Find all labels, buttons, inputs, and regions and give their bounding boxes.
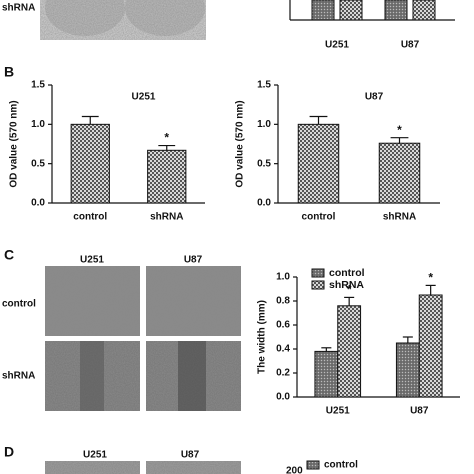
column-label: U251: [83, 450, 107, 461]
x-tick-label: U87: [410, 406, 429, 417]
error-bar: [81, 115, 99, 125]
y-tick-label: 0.0: [257, 198, 271, 209]
error-bar: [402, 336, 413, 343]
column-label: U87: [181, 450, 200, 461]
y-tick-label: 1.5: [257, 80, 271, 91]
x-tick-label: control: [73, 212, 107, 223]
y-tick-label: 0.5: [31, 158, 45, 169]
panel-label: D: [4, 444, 14, 460]
significance-mark: *: [397, 123, 402, 137]
y-tick-label: 1.0: [276, 272, 290, 283]
error-bar: [425, 284, 436, 295]
bar-stub: [339, 0, 363, 21]
panel-label: B: [4, 64, 14, 80]
panel-label: C: [4, 247, 14, 263]
legend-swatch: [306, 460, 320, 470]
bar: [337, 305, 362, 398]
category-label: U87: [401, 40, 420, 51]
y-tick-label: 0.0: [276, 392, 290, 403]
legend-swatch: [311, 268, 325, 278]
y-axis-label: OD value (570 nm): [235, 100, 246, 187]
y-tick-label: 0.2: [276, 368, 290, 379]
x-tick-label: control: [302, 212, 336, 223]
micrographs: [45, 266, 241, 411]
y-axis-label: OD value (570 nm): [9, 100, 20, 187]
column-label: U251: [80, 255, 104, 266]
y-tick-label: 1.5: [31, 80, 45, 91]
legend-label: shRNA: [329, 279, 364, 291]
bar-stub: [384, 0, 408, 21]
bar: [70, 123, 110, 204]
y-axis-label: The width (mm): [257, 300, 268, 374]
legend-label: control: [324, 460, 358, 471]
bar-stub: [311, 0, 335, 21]
bar: [297, 123, 340, 204]
bar: [418, 294, 443, 398]
category-label: U251: [325, 40, 349, 51]
y-tick-label: 0.8: [276, 296, 290, 307]
y-tick-label: 0.4: [276, 344, 290, 355]
error-bar: [309, 115, 328, 125]
bar: [147, 149, 187, 204]
chart-title: U87: [365, 92, 384, 103]
y-tick-label: 200: [286, 466, 303, 474]
row-label: shRNA: [2, 371, 35, 382]
y-tick-label: 1.0: [257, 119, 271, 130]
error-bar: [344, 296, 355, 306]
significance-mark: *: [347, 283, 352, 297]
significance-mark: *: [164, 131, 169, 145]
x-tick-label: U251: [326, 406, 350, 417]
row-label: control: [2, 299, 36, 310]
y-tick-label: 1.0: [31, 119, 45, 130]
bar: [314, 350, 339, 398]
error-bar: [321, 347, 332, 352]
column-label: U87: [184, 255, 203, 266]
bar: [395, 342, 420, 398]
chart-title: U251: [132, 92, 156, 103]
bar-stub: [412, 0, 436, 21]
dish-texture: [40, 0, 206, 40]
error-bar: [158, 144, 176, 151]
y-tick-label: 0.5: [257, 158, 271, 169]
legend-swatch: [311, 280, 325, 290]
row-label: shRNA: [2, 3, 35, 14]
x-tick-label: shRNA: [383, 212, 416, 223]
x-tick-label: shRNA: [150, 212, 183, 223]
significance-mark: *: [428, 271, 433, 285]
y-tick-label: 0.0: [31, 198, 45, 209]
y-tick-label: 0.6: [276, 320, 290, 331]
bar: [378, 142, 421, 204]
micrographs: [45, 461, 241, 474]
legend-label: control: [329, 267, 365, 279]
error-bar: [390, 137, 409, 144]
